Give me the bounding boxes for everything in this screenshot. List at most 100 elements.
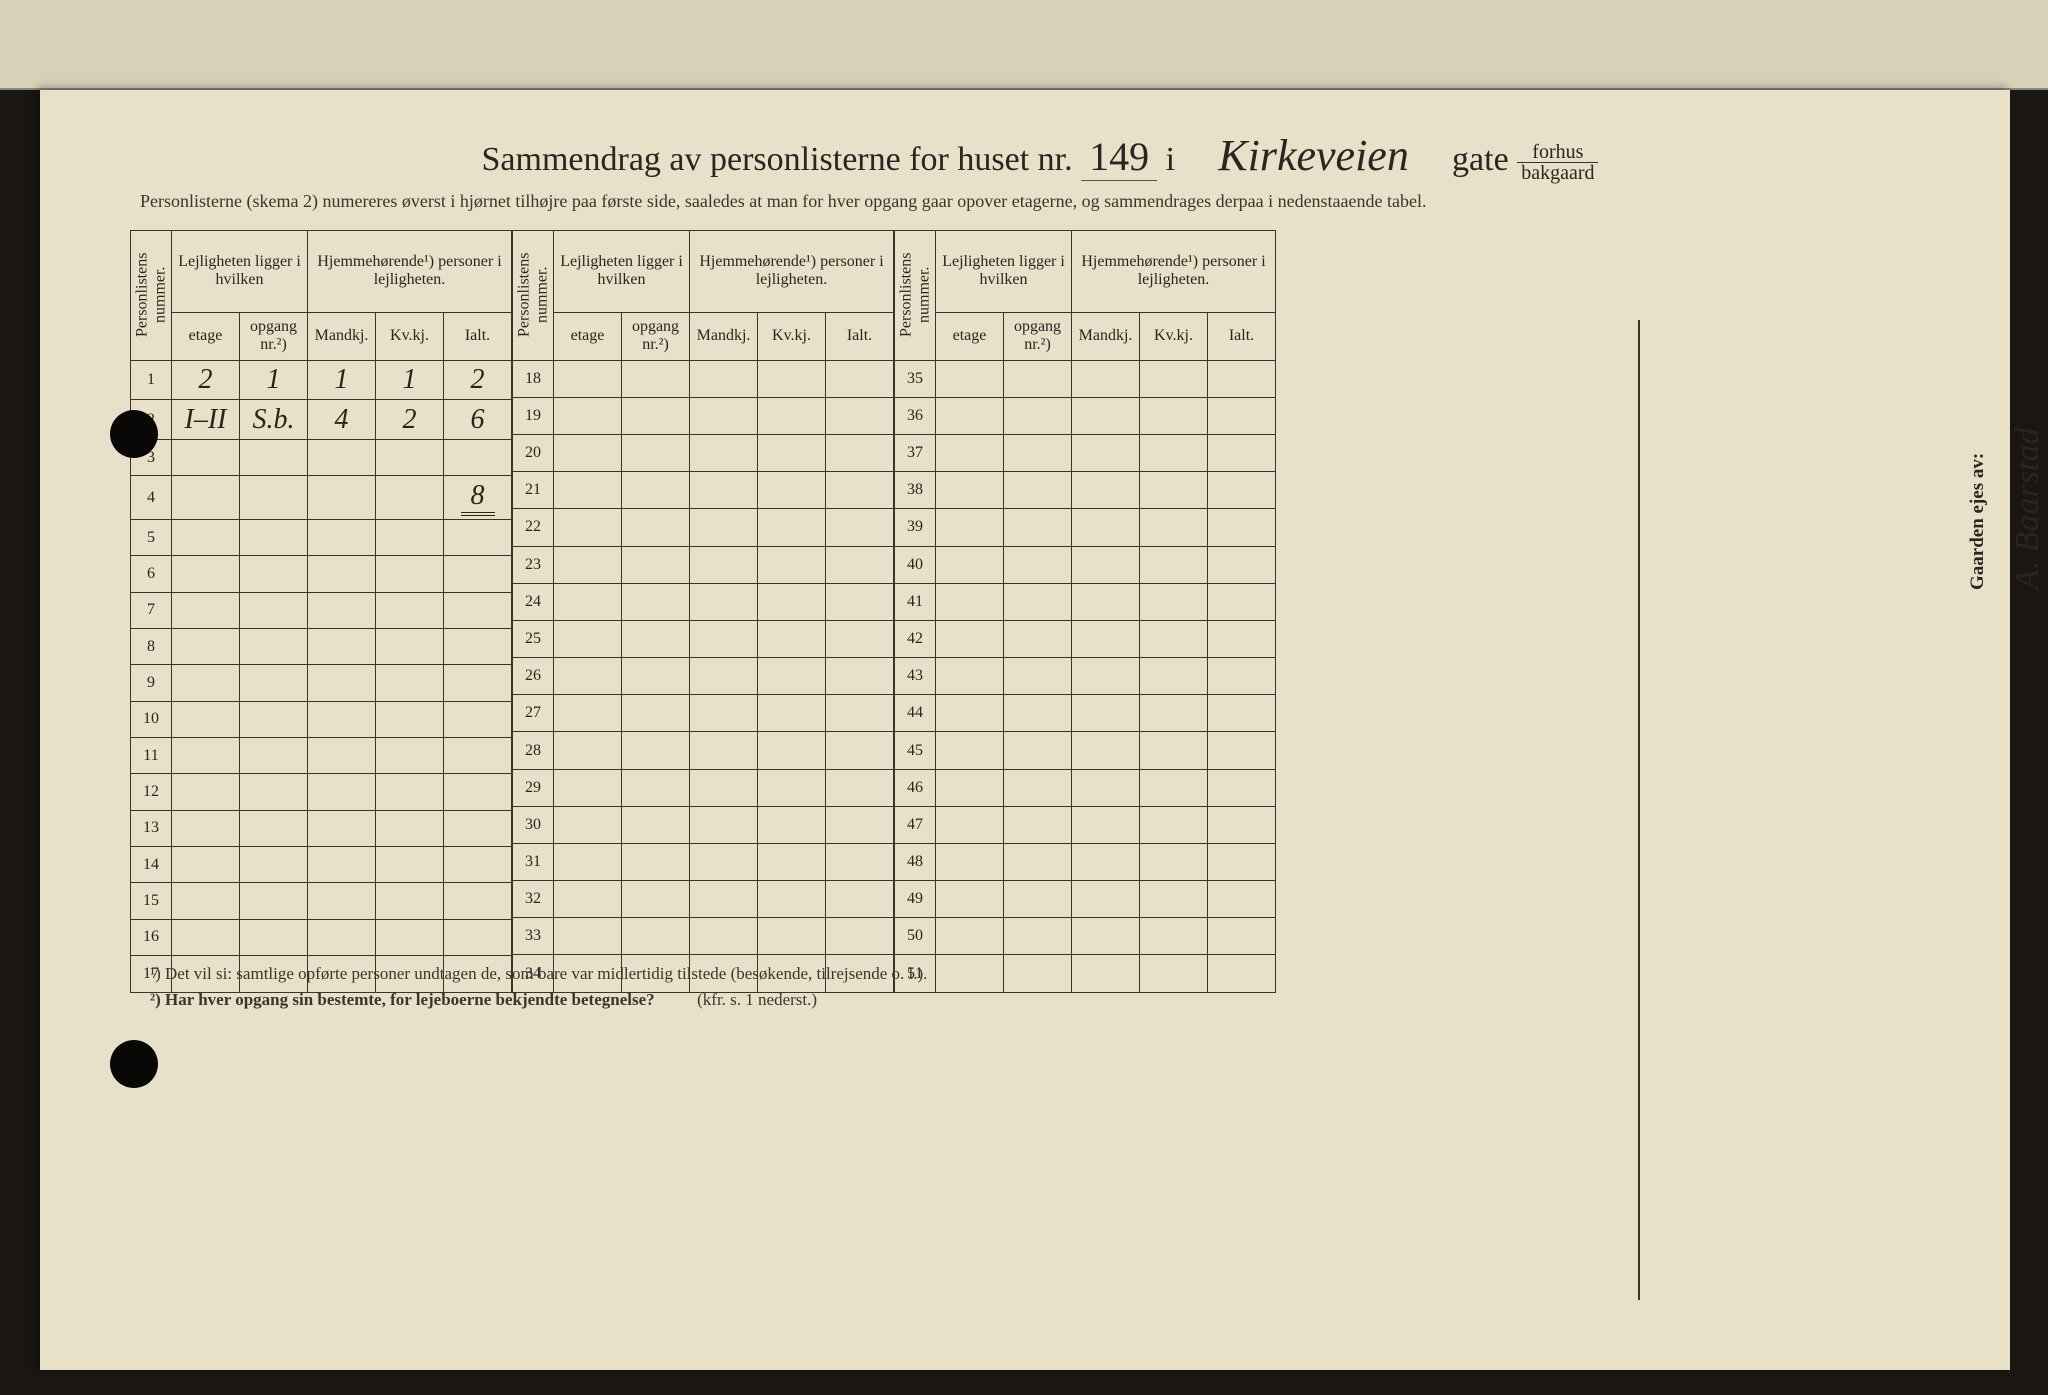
cell-mandkj xyxy=(308,476,376,520)
row-number: 1 xyxy=(131,360,172,400)
cell-mandkj xyxy=(690,769,758,806)
table-row: 41 xyxy=(895,583,1276,620)
cell-opgang xyxy=(240,847,308,883)
col-opgang: opgang nr.²) xyxy=(622,312,690,360)
cell-etage xyxy=(554,806,622,843)
cell-kvkj: 1 xyxy=(376,360,444,400)
owner-name: A. Baarstad xyxy=(1996,370,2048,590)
cell-etage xyxy=(554,397,622,434)
cell-kvkj xyxy=(376,774,444,810)
cell-kvkj xyxy=(1140,769,1208,806)
table-row: 32 xyxy=(513,881,894,918)
col-lejlighet: Lejligheten ligger i hvilken xyxy=(172,230,308,312)
cell-opgang xyxy=(240,701,308,737)
cell-mandkj xyxy=(1072,955,1140,992)
cell-kvkj xyxy=(758,769,826,806)
table-row: 7 xyxy=(131,592,512,628)
cell-etage xyxy=(936,843,1004,880)
cell-ialt xyxy=(826,583,894,620)
cell-ialt xyxy=(444,738,512,774)
cell-ialt xyxy=(1208,583,1276,620)
cell-etage xyxy=(172,919,240,955)
table-row: 27 xyxy=(513,695,894,732)
cell-etage xyxy=(936,881,1004,918)
cell-kvkj xyxy=(758,360,826,397)
row-number: 20 xyxy=(513,435,554,472)
cell-etage xyxy=(936,769,1004,806)
cell-ialt xyxy=(1208,881,1276,918)
row-number: 50 xyxy=(895,918,936,955)
cell-kvkj xyxy=(1140,881,1208,918)
cell-opgang xyxy=(622,732,690,769)
cell-opgang xyxy=(1004,918,1072,955)
cell-opgang xyxy=(240,592,308,628)
cell-etage xyxy=(936,918,1004,955)
cell-mandkj xyxy=(308,883,376,919)
cell-etage xyxy=(172,476,240,520)
cell-etage xyxy=(554,881,622,918)
cell-ialt xyxy=(826,360,894,397)
cell-mandkj: 4 xyxy=(308,400,376,440)
cell-kvkj xyxy=(758,918,826,955)
cell-mandkj xyxy=(308,847,376,883)
cell-mandkj xyxy=(690,732,758,769)
cell-etage xyxy=(936,806,1004,843)
table-row: 6 xyxy=(131,556,512,592)
street-name: Kirkeveien xyxy=(1184,130,1444,181)
cell-kvkj xyxy=(1140,732,1208,769)
col-mandkj: Mandkj. xyxy=(308,312,376,360)
table-row: 19 xyxy=(513,397,894,434)
cell-etage xyxy=(172,738,240,774)
cell-ialt xyxy=(444,883,512,919)
cell-kvkj xyxy=(376,476,444,520)
col-lejlighet: Lejligheten ligger i hvilken xyxy=(554,230,690,312)
cell-etage xyxy=(936,472,1004,509)
cell-etage xyxy=(936,695,1004,732)
row-number: 31 xyxy=(513,843,554,880)
cell-ialt xyxy=(1208,732,1276,769)
row-number: 27 xyxy=(513,695,554,732)
cell-ialt xyxy=(1208,955,1276,992)
cell-opgang xyxy=(1004,546,1072,583)
cell-mandkj xyxy=(308,629,376,665)
table-row: 50 xyxy=(895,918,1276,955)
cell-mandkj xyxy=(1072,620,1140,657)
cell-etage xyxy=(936,435,1004,472)
col-personlist: Personlistens nummer. xyxy=(131,230,172,360)
table-row: 15 xyxy=(131,883,512,919)
row-number: 7 xyxy=(131,592,172,628)
cell-ialt xyxy=(444,556,512,592)
table-row: 30 xyxy=(513,806,894,843)
table-row: 38 xyxy=(895,472,1276,509)
cell-mandkj xyxy=(308,738,376,774)
cell-ialt: 2 xyxy=(444,360,512,400)
cell-ialt xyxy=(444,774,512,810)
cell-opgang xyxy=(1004,435,1072,472)
cell-ialt xyxy=(1208,360,1276,397)
cell-ialt xyxy=(826,695,894,732)
row-number: 41 xyxy=(895,583,936,620)
cell-opgang xyxy=(1004,583,1072,620)
footnote-2: ²) Har hver opgang sin bestemte, for lej… xyxy=(150,990,1950,1010)
cell-opgang xyxy=(1004,955,1072,992)
cell-mandkj xyxy=(308,810,376,846)
cell-kvkj xyxy=(758,881,826,918)
cell-kvkj xyxy=(1140,360,1208,397)
cell-ialt xyxy=(826,843,894,880)
cell-ialt xyxy=(1208,509,1276,546)
signature-block: Gaarden ejes av: A. Baarstad Adresse: Ne… xyxy=(1960,250,2048,590)
cell-etage: 2 xyxy=(172,360,240,400)
cell-mandkj xyxy=(1072,806,1140,843)
row-number: 14 xyxy=(131,847,172,883)
table-row: 31 xyxy=(513,843,894,880)
cell-ialt xyxy=(444,919,512,955)
cell-ialt xyxy=(444,701,512,737)
row-number: 6 xyxy=(131,556,172,592)
row-number: 4 xyxy=(131,476,172,520)
cell-mandkj xyxy=(1072,360,1140,397)
table-row: 25 xyxy=(513,620,894,657)
cell-kvkj xyxy=(1140,509,1208,546)
row-number: 28 xyxy=(513,732,554,769)
cell-kvkj xyxy=(376,629,444,665)
cell-opgang xyxy=(1004,695,1072,732)
